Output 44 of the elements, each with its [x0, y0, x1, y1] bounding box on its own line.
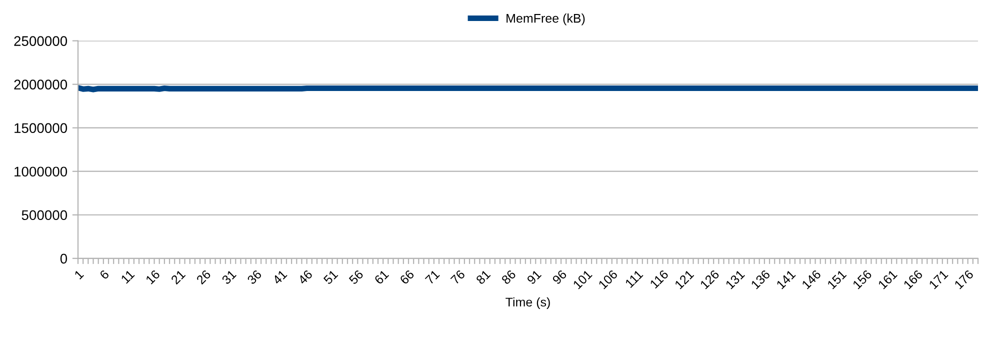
- x-tick-label: 106: [598, 269, 618, 290]
- x-tick-label: 16: [145, 269, 160, 284]
- y-tick-label: 2000000: [14, 80, 68, 90]
- x-tick-label: 66: [399, 269, 415, 285]
- x-tick-label: 166: [903, 269, 924, 290]
- x-axis-title: Time (s): [506, 297, 550, 310]
- y-tick-label: 1000000: [14, 166, 68, 177]
- x-tick-label: 76: [450, 269, 466, 285]
- x-tick-label: 56: [348, 269, 364, 285]
- x-tick-label: 146: [801, 269, 822, 290]
- x-tick-label: 121: [674, 269, 694, 290]
- x-tick-label: 136: [750, 269, 771, 290]
- x-tick-label: 26: [196, 269, 212, 285]
- x-tick-label: 91: [526, 269, 542, 285]
- x-tick-label: 1: [74, 270, 84, 280]
- x-tick-label: 31: [221, 269, 237, 285]
- x-tick-label: 11: [120, 270, 135, 284]
- x-tick-label: 111: [624, 270, 644, 288]
- x-tick-label: 81: [476, 269, 491, 285]
- legend-label: MemFree (kB): [506, 14, 585, 26]
- x-tick-label: 116: [650, 269, 669, 289]
- x-tick-label: 6: [99, 269, 110, 280]
- x-tick-label: 131: [725, 269, 746, 290]
- x-tick-label: 61: [374, 269, 390, 285]
- x-tick-label: 161: [878, 269, 898, 290]
- x-tick-label: 36: [246, 269, 262, 285]
- x-tick-label: 51: [323, 270, 338, 285]
- x-tick-label: 151: [826, 270, 847, 290]
- x-tick-label: 41: [272, 270, 288, 285]
- y-tick-label: 0: [60, 254, 68, 264]
- x-tick-label: 176: [954, 269, 974, 290]
- x-tick-label: 86: [500, 269, 516, 285]
- y-tick-label: 2500000: [14, 36, 68, 46]
- x-tick-label: 96: [552, 269, 568, 285]
- x-tick-label: 126: [700, 269, 720, 290]
- x-tick-label: 101: [572, 269, 593, 290]
- x-tick-label: 141: [776, 270, 796, 290]
- x-tick-label: 21: [170, 269, 186, 285]
- x-tick-label: 171: [928, 270, 948, 290]
- x-tick-label: 156: [852, 269, 872, 290]
- x-tick-label: 46: [297, 269, 313, 285]
- y-tick-label: 1500000: [14, 123, 68, 134]
- x-tick-label: 71: [424, 270, 440, 285]
- y-tick-label: 500000: [22, 210, 68, 220]
